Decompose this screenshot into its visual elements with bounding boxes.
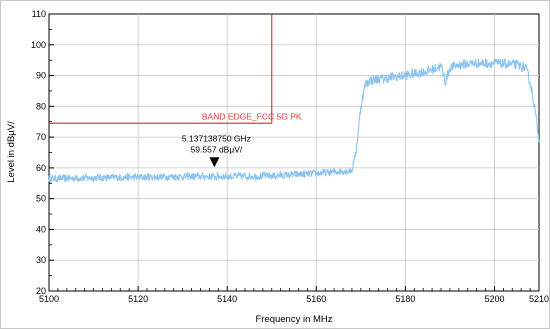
y-tick-label: 30: [36, 255, 46, 265]
limit-line-label: BAND EDGE_FCC 5G PK: [202, 111, 302, 121]
y-tick-label: 100: [31, 40, 46, 50]
measurement-trace: [48, 58, 540, 183]
x-tick-label: 5210: [529, 294, 549, 304]
y-tick-label: 110: [32, 9, 46, 19]
x-axis-title: Frequency in MHz: [255, 314, 332, 325]
plot-area: [48, 13, 540, 292]
y-tick-label: 40: [36, 224, 46, 234]
x-tick-label: 5160: [306, 294, 326, 304]
marker-frequency: 5.137138750 GHz: [182, 133, 251, 143]
grid-lines: [49, 14, 539, 291]
x-tick-label: 5100: [39, 294, 59, 304]
y-tick-label: 90: [36, 71, 46, 81]
y-tick-label: 20: [36, 286, 46, 296]
y-tick-label: 60: [36, 163, 46, 173]
marker-triangle-icon: [209, 157, 220, 168]
axis-ticks: 20 30 40 50 60 70 80 90 100 110 5100 5120 5140 5160 51…: [31, 9, 549, 304]
x-tick-label: 5180: [395, 294, 415, 304]
x-tick-label: 5140: [217, 294, 237, 304]
x-tick-label: 5120: [128, 294, 148, 304]
y-axis-title: Level in dBµV/: [6, 121, 17, 183]
y-tick-label: 80: [36, 101, 46, 111]
y-tick-label: 70: [36, 132, 46, 142]
marker-level: 59.557 dBµV/: [191, 144, 243, 154]
limit-layer: BAND EDGE_FCC 5G PK: [49, 14, 302, 124]
x-tick-label: 5200: [484, 294, 504, 304]
trace-layer: [48, 58, 540, 183]
y-tick-label: 50: [36, 194, 46, 204]
